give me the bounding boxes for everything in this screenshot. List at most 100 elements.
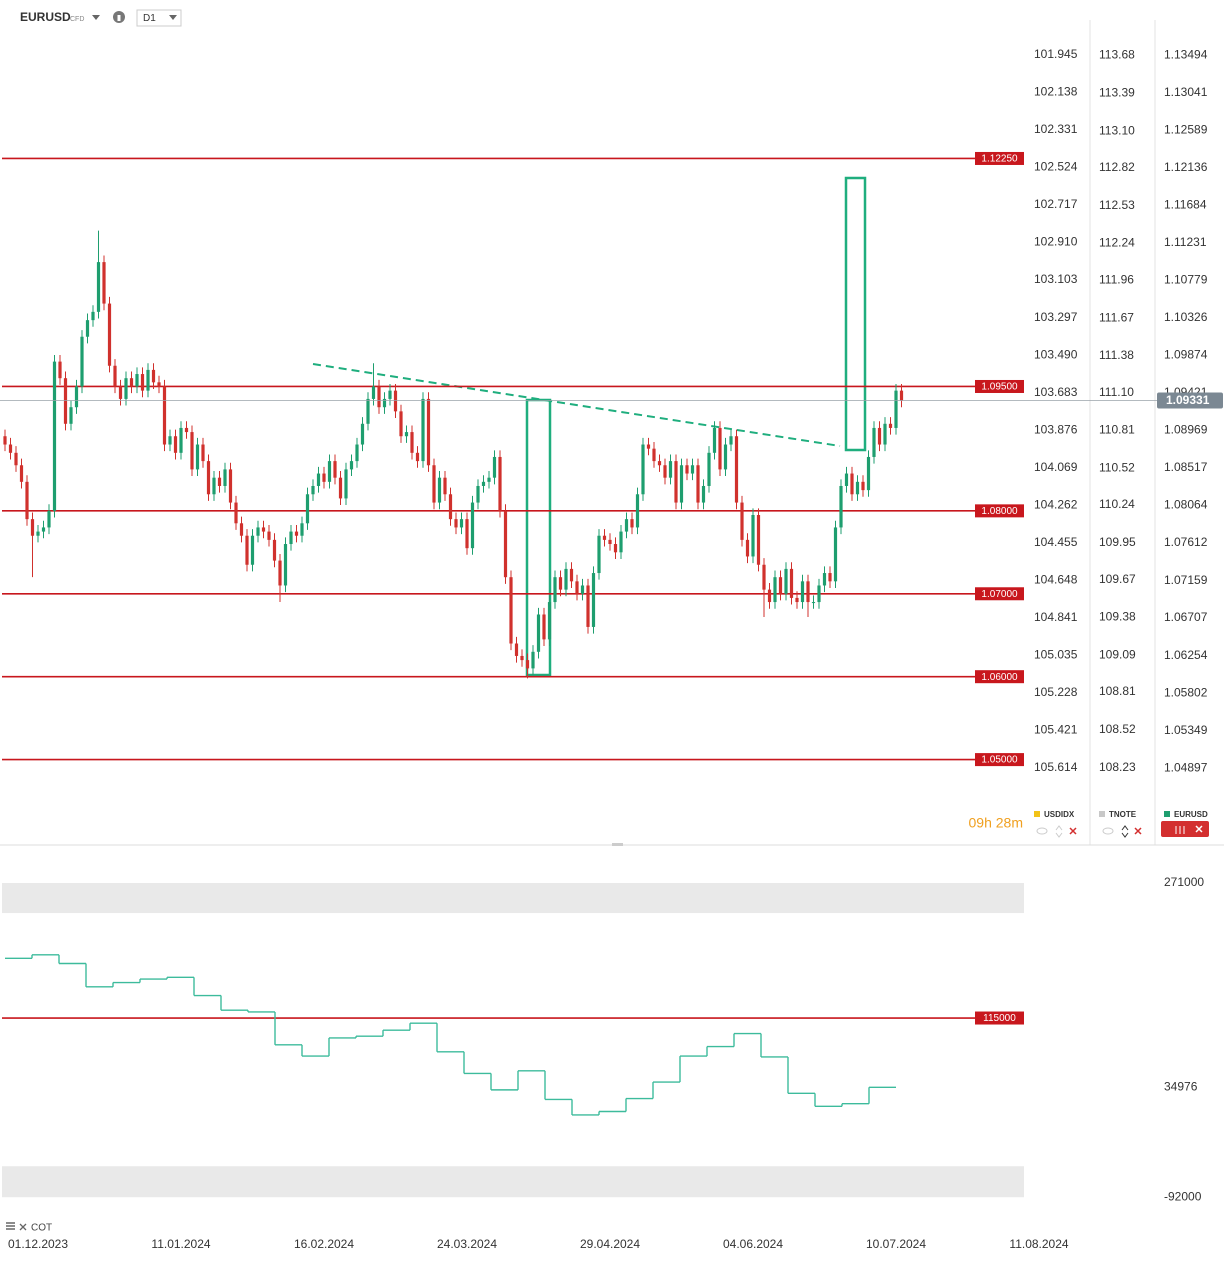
candle-body xyxy=(278,560,282,586)
candle-body xyxy=(19,465,24,482)
candle-body xyxy=(789,568,794,598)
candle-body xyxy=(696,465,700,503)
remove-icon[interactable] xyxy=(1195,825,1203,833)
candle-body xyxy=(701,485,706,503)
eye-icon[interactable] xyxy=(1036,827,1048,835)
candle-body xyxy=(767,589,772,603)
candle-body xyxy=(448,494,453,520)
y-tick-label: 103.297 xyxy=(1034,310,1078,324)
move-icon[interactable] xyxy=(1055,825,1063,838)
candle-body xyxy=(553,577,557,603)
candle-body xyxy=(195,444,200,470)
candle-body xyxy=(432,465,436,503)
y-tick-label: 102.524 xyxy=(1034,160,1078,174)
zone-band xyxy=(2,1166,1024,1198)
candle-body xyxy=(283,544,288,586)
y-tick-label: 108.81 xyxy=(1099,684,1136,698)
candle-body xyxy=(327,461,332,482)
candle-body xyxy=(8,444,13,453)
y-tick-label: 110.24 xyxy=(1099,497,1135,511)
candle-body xyxy=(261,527,266,532)
candle-body xyxy=(602,535,607,540)
candle-body xyxy=(795,597,799,603)
candle-body xyxy=(305,494,310,524)
candle-body xyxy=(294,531,299,536)
close-icon[interactable] xyxy=(19,1223,27,1231)
candle-body xyxy=(894,390,898,428)
candle-body xyxy=(190,432,194,470)
candle-body xyxy=(107,303,112,366)
y-tick-label: 108.23 xyxy=(1099,760,1136,774)
level-label: 1.12250 xyxy=(981,154,1018,165)
y-tick-label: 109.38 xyxy=(1099,610,1136,624)
y-tick-label: 1.08517 xyxy=(1164,460,1208,474)
candle-body xyxy=(399,411,403,437)
candle-body xyxy=(674,461,678,503)
candle-body xyxy=(569,568,574,582)
level-label: 1.05000 xyxy=(981,755,1018,766)
candle-body xyxy=(679,465,684,503)
x-tick-label: 10.07.2024 xyxy=(866,1237,926,1251)
y-tick-label: 113.68 xyxy=(1099,47,1135,61)
y-tick-label: 102.331 xyxy=(1034,122,1078,136)
candle-body xyxy=(124,378,128,399)
candle-body xyxy=(41,527,46,532)
last-value-label: 34976 xyxy=(1164,1079,1198,1093)
candle-body xyxy=(36,531,40,536)
legend-label: USDIDX xyxy=(1044,810,1075,819)
candle-body xyxy=(168,436,172,445)
y-tick-label: 111.96 xyxy=(1099,272,1134,286)
candle-body xyxy=(470,502,475,549)
candle-body xyxy=(47,510,51,528)
level-badge xyxy=(975,1011,1024,1025)
dropdown-arrow[interactable] xyxy=(92,15,100,20)
candle-body xyxy=(855,481,860,495)
y-tick-label: 109.09 xyxy=(1099,648,1136,662)
candle-body xyxy=(173,436,178,453)
level-badge xyxy=(975,151,1024,165)
candle-body xyxy=(459,519,464,528)
remove-icon[interactable] xyxy=(1069,827,1077,835)
y-tick-label: 104.069 xyxy=(1034,460,1078,474)
candle-body xyxy=(289,531,293,545)
candle-body xyxy=(619,531,623,553)
candle-body xyxy=(465,519,469,549)
active-badge[interactable] xyxy=(1161,821,1209,837)
candle-body xyxy=(421,398,425,462)
candle-body xyxy=(839,485,843,528)
y-tick-label: 1.07159 xyxy=(1164,573,1208,587)
candle-body xyxy=(151,369,156,383)
pane-handle[interactable] xyxy=(612,843,623,846)
candle-body xyxy=(503,510,508,578)
candle-body xyxy=(657,461,662,466)
eye-icon[interactable] xyxy=(1102,827,1114,835)
candle-body xyxy=(135,374,139,387)
candle-body xyxy=(877,427,882,445)
candle-body xyxy=(492,456,497,478)
y-tick-label: 105.614 xyxy=(1034,760,1078,774)
y-tick-label: 103.490 xyxy=(1034,347,1078,361)
candle-body xyxy=(586,585,590,627)
y-tick-label: 104.648 xyxy=(1034,572,1078,586)
candle-body xyxy=(542,614,546,640)
level-label: 115000 xyxy=(983,1013,1016,1024)
candle-body xyxy=(806,581,810,603)
y-tick-label: 1.12136 xyxy=(1164,160,1208,174)
menu-icon[interactable] xyxy=(6,1222,15,1230)
y-tick-label: 110.81 xyxy=(1099,423,1135,437)
y-tick-label: 109.67 xyxy=(1099,572,1136,586)
candle-body xyxy=(250,535,255,565)
candle-body xyxy=(817,585,821,603)
candle-body xyxy=(377,386,381,408)
remove-icon[interactable] xyxy=(1134,827,1142,835)
candle-body xyxy=(778,577,783,594)
y-tick-label: 1.11684 xyxy=(1164,198,1207,212)
symbol[interactable]: EURUSD xyxy=(20,10,71,24)
timeframe-select[interactable] xyxy=(136,9,182,27)
candle-body xyxy=(388,390,392,399)
y-tick-label: 113.10 xyxy=(1099,123,1135,137)
move-icon[interactable] xyxy=(1121,825,1129,838)
y-tick-label: 104.455 xyxy=(1034,535,1078,549)
candle-body xyxy=(899,390,904,401)
